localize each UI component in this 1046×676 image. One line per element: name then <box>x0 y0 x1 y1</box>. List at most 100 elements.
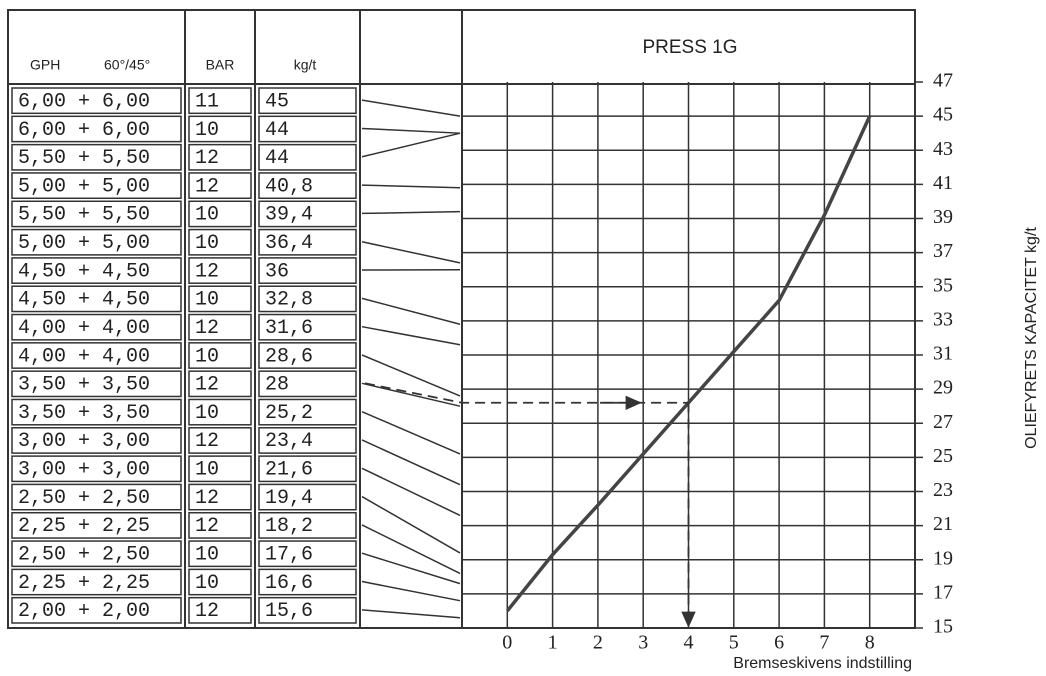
y-tick-label: 25 <box>933 445 953 467</box>
connector <box>361 297 461 326</box>
header-bar: BAR <box>206 57 235 73</box>
cell-box <box>11 596 182 624</box>
table-cell: 10 <box>195 572 219 595</box>
connector <box>361 580 461 602</box>
table-cell: 45 <box>265 90 289 113</box>
table-cell: 5,50 + 5,50 <box>18 147 150 170</box>
table-cell: 12 <box>195 175 219 198</box>
table-cell: 2,25 + 2,25 <box>18 515 150 538</box>
cell-box <box>258 285 357 313</box>
cell-box <box>11 483 182 511</box>
table-cell: 16,6 <box>265 572 313 595</box>
table-cell: 6,00 + 6,00 <box>18 119 150 142</box>
table-cell: 12 <box>195 487 219 510</box>
y-axis-label: OLIEFYRETS KAPACITET kg/t <box>1023 227 1040 449</box>
table-cell: 10 <box>195 459 219 482</box>
header-kgt: kg/t <box>294 57 317 73</box>
table-cell: 3,50 + 3,50 <box>18 374 150 397</box>
y-tick-label: 47 <box>933 70 953 92</box>
cell-box <box>188 342 252 369</box>
table-cell: 12 <box>195 430 219 453</box>
table-cell: 3,00 + 3,00 <box>18 430 150 453</box>
cell-box <box>188 143 252 171</box>
x-tick-label: 2 <box>593 632 603 654</box>
cell-box <box>258 313 357 341</box>
cell-box <box>258 398 357 426</box>
cell-box <box>258 427 357 454</box>
y-tick-label: 35 <box>933 274 953 296</box>
table-cell: 15,6 <box>265 600 313 623</box>
y-tick-label: 19 <box>933 547 953 569</box>
y-tick-label: 29 <box>933 377 953 399</box>
cell-box <box>11 313 182 341</box>
cell-box <box>258 596 357 624</box>
cell-box <box>188 398 252 426</box>
table-cell: 2,50 + 2,50 <box>18 487 150 510</box>
cell-box <box>258 257 357 284</box>
table-cell: 10 <box>195 119 219 142</box>
table-cell: 25,2 <box>265 402 313 425</box>
table-cell: 11 <box>195 90 219 113</box>
cell-box <box>188 596 252 624</box>
x-tick-label: 7 <box>819 632 829 654</box>
cell-box <box>11 257 182 284</box>
connector <box>361 495 461 554</box>
cell-box <box>188 172 252 200</box>
table-cell: 10 <box>195 289 219 312</box>
cell-box <box>258 540 357 568</box>
table-cell: 3,00 + 3,00 <box>18 459 150 482</box>
connector <box>361 410 461 455</box>
cell-box <box>258 115 357 143</box>
cell-box <box>11 172 182 200</box>
x-axis-label: Bremseskivens indstilling <box>733 655 912 672</box>
connector <box>361 132 461 158</box>
connector <box>361 354 461 397</box>
connector <box>361 325 461 346</box>
table-cell: 10 <box>195 402 219 425</box>
y-tick-label: 41 <box>933 172 953 194</box>
connector <box>361 609 461 619</box>
connector <box>361 439 461 486</box>
y-tick-label: 37 <box>933 240 953 262</box>
x-tick-label: 3 <box>638 632 648 654</box>
cell-box <box>258 87 357 115</box>
cell-box <box>11 511 182 539</box>
cell-box <box>11 200 182 228</box>
table-cell: 4,50 + 4,50 <box>18 289 150 312</box>
table-cell: 28,6 <box>265 345 313 368</box>
cell-box <box>188 540 252 568</box>
cell-box <box>11 398 182 426</box>
table-cell: 2,50 + 2,50 <box>18 543 150 566</box>
connector <box>361 552 461 585</box>
x-tick-label: 6 <box>774 632 784 654</box>
table-cell: 10 <box>195 345 219 368</box>
table-cell: 5,50 + 5,50 <box>18 204 150 227</box>
chart-title: PRESS 1G <box>642 37 737 58</box>
cell-box <box>188 228 252 256</box>
table-cell: 36,4 <box>265 232 313 255</box>
table-cell: 44 <box>265 147 289 170</box>
table-cell: 21,6 <box>265 459 313 482</box>
cell-box <box>11 342 182 369</box>
connector <box>361 382 461 407</box>
cell-box <box>258 200 357 228</box>
cell-box <box>11 455 182 483</box>
table-cell: 12 <box>195 147 219 170</box>
cell-box <box>258 143 357 171</box>
y-tick-label: 27 <box>933 411 953 433</box>
cell-box <box>258 370 357 398</box>
table-cell: 4,50 + 4,50 <box>18 260 150 283</box>
x-tick-label: 8 <box>865 632 875 654</box>
header-gph: GPH <box>30 57 60 73</box>
table-cell: 10 <box>195 232 219 255</box>
cell-box <box>11 540 182 568</box>
cell-box <box>258 342 357 369</box>
table-cell: 12 <box>195 515 219 538</box>
table-cell: 5,00 + 5,00 <box>18 175 150 198</box>
table-cell: 10 <box>195 543 219 566</box>
table-cell: 10 <box>195 204 219 227</box>
cell-box <box>188 200 252 228</box>
connector <box>361 127 461 134</box>
cell-box <box>258 483 357 511</box>
x-tick-label: 0 <box>502 632 512 654</box>
